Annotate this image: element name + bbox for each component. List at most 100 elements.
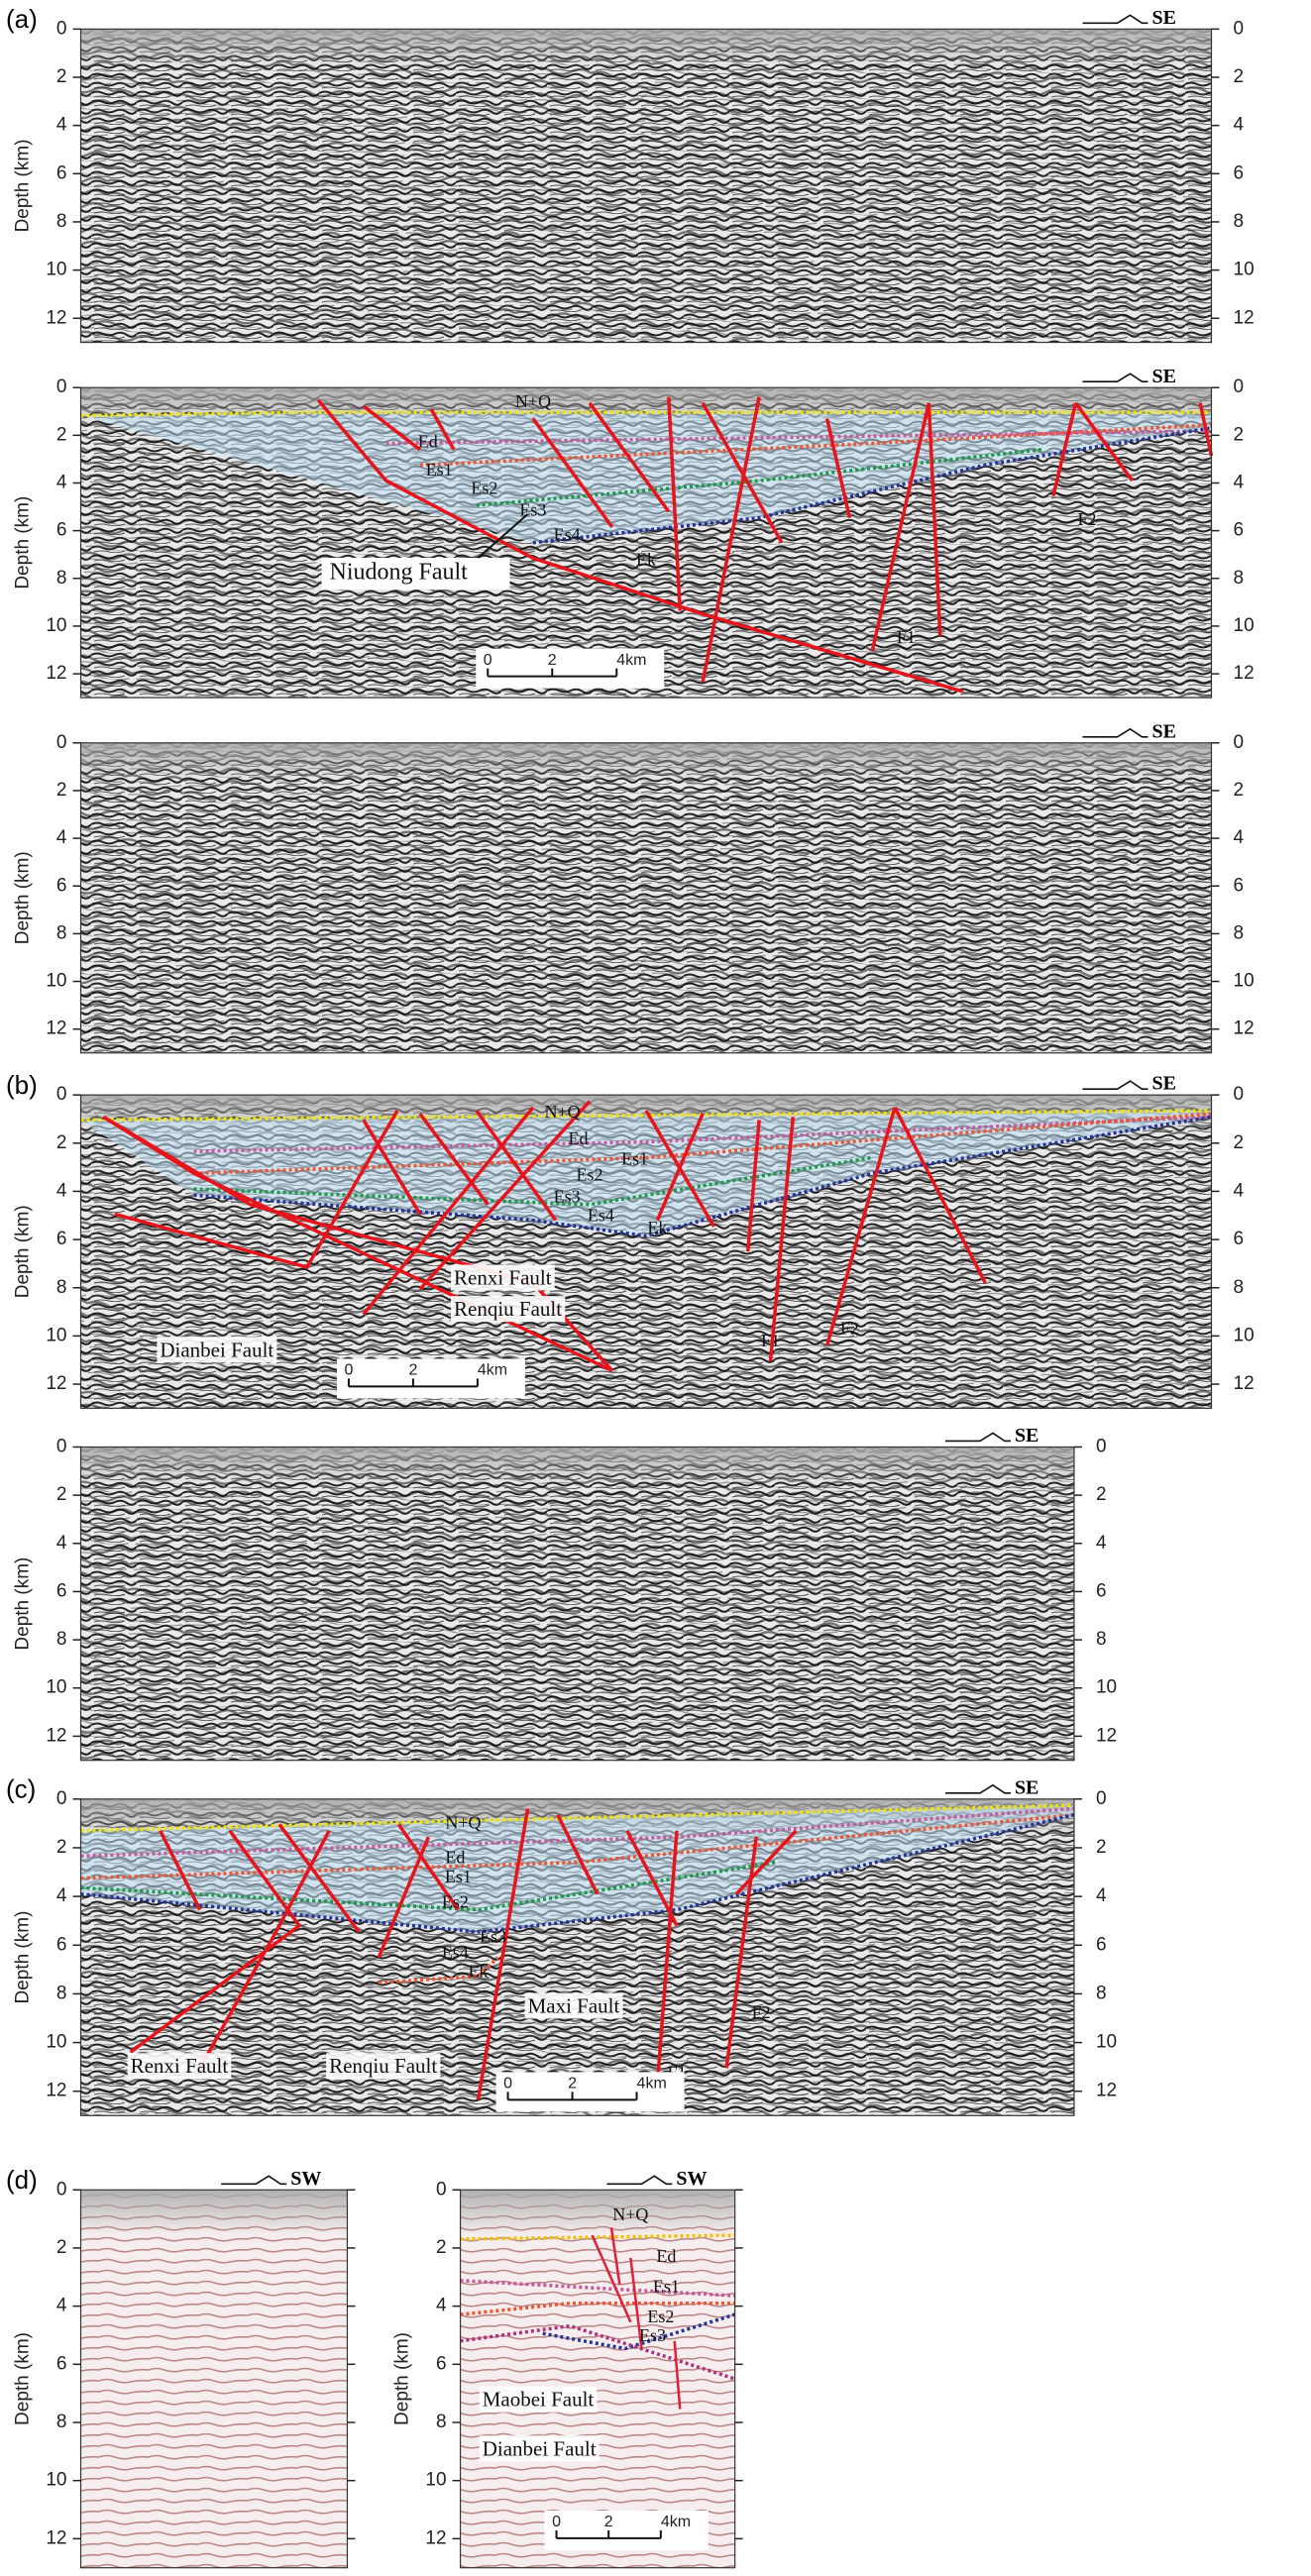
annotation: Ek bbox=[468, 1962, 488, 1982]
y-tick-label: 2 bbox=[56, 66, 67, 87]
label-box bbox=[479, 2386, 598, 2413]
fault-line bbox=[362, 1119, 422, 1216]
y-tick-label: 0 bbox=[436, 2179, 447, 2200]
horizon bbox=[542, 2312, 736, 2351]
y-tick-label: 12 bbox=[425, 2527, 446, 2548]
fault-label: Maobei Fault bbox=[483, 2388, 595, 2412]
annotation: Es3 bbox=[554, 1187, 581, 1207]
panel-label: (d) bbox=[6, 2165, 38, 2195]
annotation: F2 bbox=[752, 2002, 771, 2022]
seismic-top bbox=[80, 1447, 1074, 1485]
horizon bbox=[460, 2323, 736, 2381]
annotation: Es2 bbox=[647, 2307, 674, 2326]
horizon bbox=[80, 1813, 1075, 1934]
scale-bar-label: 2 bbox=[548, 652, 557, 669]
y-tick-label: 12 bbox=[46, 307, 66, 328]
annotation: F2 bbox=[1077, 509, 1096, 529]
direction-label: SE bbox=[1015, 1425, 1038, 1447]
fault-line bbox=[701, 396, 761, 683]
fault-line bbox=[198, 1829, 331, 2070]
y-tick-label-right: 12 bbox=[1096, 1725, 1117, 1746]
y-tick-label: 4 bbox=[56, 473, 67, 493]
annotation: Es2 bbox=[471, 479, 497, 498]
y-tick-label: 4 bbox=[56, 1180, 67, 1201]
panel-label: (b) bbox=[6, 1070, 38, 1100]
direction-arrow bbox=[944, 1783, 1011, 1794]
y-tick-label: 2 bbox=[436, 2237, 447, 2258]
y-tick-label: 2 bbox=[56, 1484, 67, 1505]
label-box bbox=[451, 1296, 566, 1323]
y-tick-label: 10 bbox=[46, 2032, 66, 2053]
panel-frame bbox=[79, 2189, 349, 2569]
y-tick-label: 6 bbox=[56, 1229, 67, 1249]
y-tick-label-right: 2 bbox=[1234, 66, 1245, 87]
y-tick-label-right: 6 bbox=[1096, 1934, 1107, 1955]
y-tick-label: 10 bbox=[46, 971, 66, 992]
y-tick-label-right: 0 bbox=[1234, 376, 1245, 397]
fault-line bbox=[629, 2257, 643, 2349]
y-tick-label: 4 bbox=[56, 827, 67, 848]
y-tick-label-right: 0 bbox=[1234, 1084, 1245, 1105]
fault-line bbox=[362, 404, 421, 452]
fault-line bbox=[475, 1109, 558, 1222]
fault-line bbox=[362, 1106, 535, 1316]
y-tick-label: 6 bbox=[436, 2353, 447, 2374]
y-tick-label-right: 0 bbox=[1234, 732, 1245, 753]
annotation: F2 bbox=[840, 1318, 859, 1338]
y-axis-label: Depth (km) bbox=[13, 851, 34, 944]
annotation: Es3 bbox=[480, 1927, 506, 1947]
fault-line bbox=[1051, 402, 1078, 497]
annotation: Es2 bbox=[442, 1891, 469, 1911]
y-tick-label: 4 bbox=[56, 1885, 67, 1906]
fault-line bbox=[114, 1110, 399, 1270]
seismic-top bbox=[80, 742, 1212, 781]
y-tick-label-right: 2 bbox=[1234, 1132, 1245, 1153]
seismic-top bbox=[460, 2190, 735, 2236]
fault-label: Renxi Fault bbox=[131, 2054, 229, 2078]
y-tick-label: 8 bbox=[56, 1629, 67, 1650]
label-box bbox=[524, 1992, 623, 2019]
panel: 0 0 2 2 4 4 6 6 8 8 10 10 12 12 Depth (km) (b) SE N+Q Ed Es… bbox=[6, 1070, 1255, 1409]
y-tick-label-right: 0 bbox=[1234, 18, 1245, 39]
label-box bbox=[451, 1264, 555, 1291]
annotation: Ed bbox=[569, 1128, 589, 1148]
seismic-texture bbox=[80, 29, 1212, 343]
annotation: N+Q bbox=[612, 2204, 648, 2224]
basin-fill bbox=[80, 1111, 1212, 1236]
y-tick-label-right: 10 bbox=[1234, 260, 1255, 280]
fault-line bbox=[824, 418, 852, 518]
direction-label: SE bbox=[1152, 1073, 1176, 1095]
y-tick-label: 10 bbox=[46, 1677, 66, 1698]
scale-bar-label: 2 bbox=[408, 1362, 417, 1379]
horizon bbox=[80, 1109, 1212, 1123]
scale-bar-label: 4km bbox=[661, 2514, 691, 2530]
panel: 0 2 4 6 8 10 12 Depth (km) (d) SW bbox=[6, 2165, 356, 2569]
y-tick-label-right: 4 bbox=[1234, 1180, 1245, 1201]
horizon bbox=[460, 2301, 735, 2316]
direction-label: SW bbox=[676, 2168, 707, 2190]
panel-label: (a) bbox=[6, 4, 38, 34]
panel-frame bbox=[79, 742, 1213, 1054]
fault-line bbox=[129, 1829, 302, 2054]
annotation: Ek bbox=[647, 1218, 667, 1237]
y-axis-label: Depth (km) bbox=[13, 139, 34, 232]
annotation: Es4 bbox=[554, 525, 581, 545]
fault-line bbox=[277, 1823, 361, 1934]
y-tick-label-right: 6 bbox=[1096, 1580, 1107, 1601]
horizon bbox=[80, 1860, 777, 1912]
y-tick-label-right: 10 bbox=[1234, 615, 1255, 636]
y-tick-label-right: 8 bbox=[1234, 922, 1245, 943]
label-box bbox=[321, 557, 510, 590]
scale-bar-label: 0 bbox=[484, 652, 492, 669]
y-tick-label: 6 bbox=[56, 1934, 67, 1955]
y-tick-label-right: 4 bbox=[1234, 473, 1245, 493]
y-tick-label-right: 6 bbox=[1234, 875, 1245, 896]
panel-frame bbox=[459, 2189, 736, 2569]
y-tick-label-right: 8 bbox=[1096, 1983, 1107, 2003]
fault-label: Dianbei Fault bbox=[160, 1338, 273, 1361]
y-tick-label: 10 bbox=[46, 260, 66, 280]
annotation: Es4 bbox=[588, 1206, 614, 1226]
panel: 0 0 2 2 4 4 6 6 8 8 10 10 12 12 Depth (km) SE N+Q Ed Es1 Es… bbox=[13, 366, 1255, 698]
seismic-background bbox=[460, 2190, 735, 2568]
